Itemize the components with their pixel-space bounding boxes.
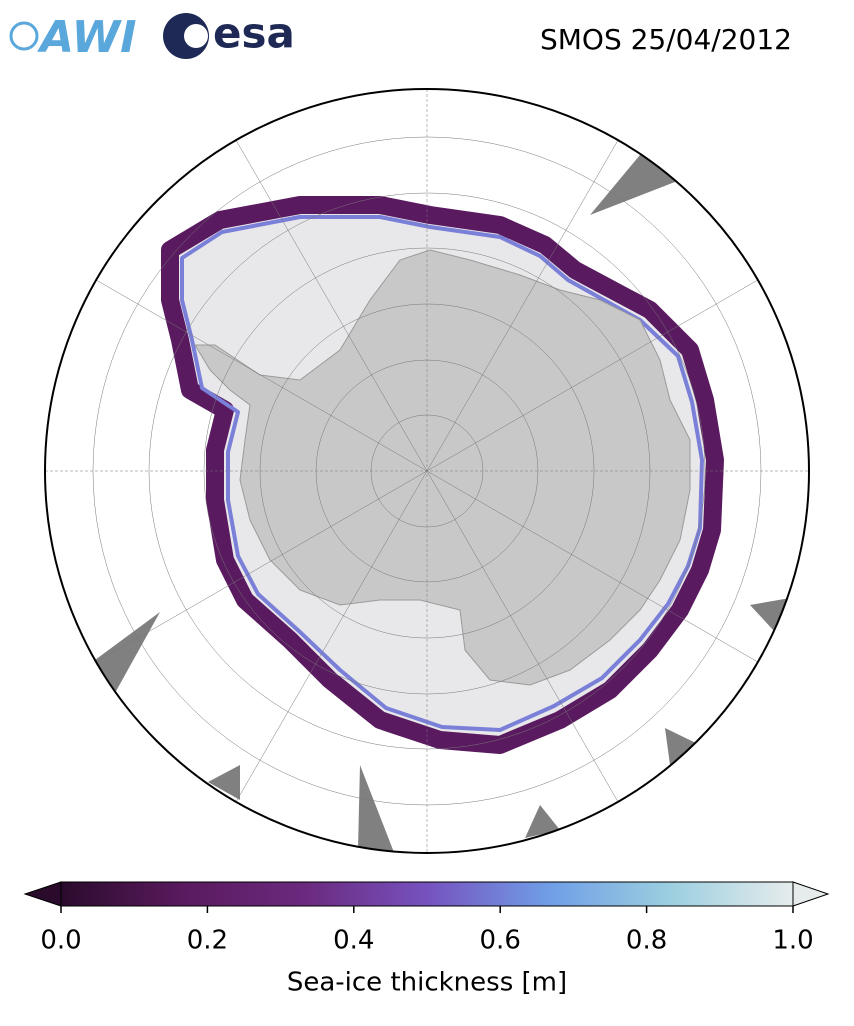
logo-text: esa xyxy=(213,9,295,58)
logo-esa: esa xyxy=(163,9,295,59)
colorbar-tick-label: 0.4 xyxy=(333,926,374,956)
logo-text: AWI xyxy=(37,12,137,63)
colorbar-tick-label: 0.6 xyxy=(480,926,521,956)
data-gaps xyxy=(95,155,790,853)
colorbar: 0.0 0.2 0.4 0.6 0.8 1.0 Sea-ice thickness [m] xyxy=(23,881,830,998)
map xyxy=(45,89,809,853)
colorbar-label: Sea-ice thickness [m] xyxy=(287,968,567,998)
graticule xyxy=(45,89,809,853)
colorbar-tick-label: 0.0 xyxy=(40,926,81,956)
map-border xyxy=(44,88,810,854)
logo-awi: AWI xyxy=(9,12,137,63)
colorbar-tick-label: 1.0 xyxy=(772,926,813,956)
antarctica xyxy=(194,249,691,686)
colorbar-tick-label: 0.8 xyxy=(626,926,667,956)
map-title: SMOS 25/04/2012 xyxy=(540,23,792,56)
colorbar-tick-label: 0.2 xyxy=(187,926,228,956)
sea-ice-edge xyxy=(180,215,704,732)
